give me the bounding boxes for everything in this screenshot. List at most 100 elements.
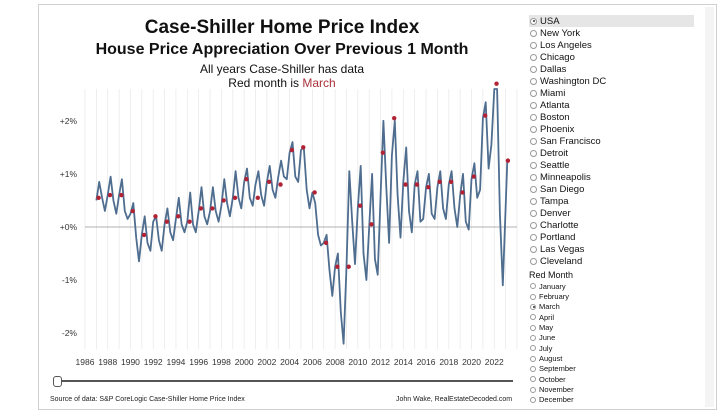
date-range-slider-handle[interactable] [53,376,62,387]
radio-icon[interactable] [530,209,537,217]
radio-icon[interactable] [530,365,536,372]
radio-icon[interactable] [530,197,537,205]
radio-icon[interactable] [530,324,536,331]
city-option-san-diego[interactable]: San Diego [529,183,694,195]
radio-icon[interactable] [530,149,537,157]
date-range-slider-track[interactable] [55,380,513,382]
radio-icon[interactable] [530,386,536,393]
city-option-denver[interactable]: Denver [529,207,694,219]
march-marker [448,179,454,185]
radio-icon[interactable] [530,233,537,241]
march-marker [107,192,113,198]
month-option-february[interactable]: February [529,291,694,301]
city-option-portland[interactable]: Portland [529,231,694,243]
radio-icon[interactable] [530,41,537,49]
city-option-chicago[interactable]: Chicago [529,51,694,63]
march-marker [198,206,204,211]
month-option-may[interactable]: May [529,322,694,332]
march-marker [176,214,181,219]
month-option-july[interactable]: July [529,343,694,353]
month-option-march[interactable]: March [529,302,694,312]
radio-icon[interactable] [530,221,537,229]
city-option-new-york[interactable]: New York [529,27,694,39]
city-option-phoenix[interactable]: Phoenix [529,123,694,135]
radio-icon[interactable] [530,376,536,383]
x-tick-label: 2018 [439,357,458,367]
radio-icon[interactable] [530,77,537,85]
scrollbar[interactable] [705,7,714,407]
march-marker [130,208,135,214]
city-option-usa[interactable]: USA [529,15,694,27]
y-tick-label: -1% [62,275,78,285]
radio-icon[interactable] [530,345,536,352]
city-option-tampa[interactable]: Tampa [529,195,694,207]
city-option-label: Charlotte [540,219,579,231]
x-tick-label: 2000 [235,357,254,367]
city-option-label: Minneapolis [540,171,591,183]
city-option-cleveland[interactable]: Cleveland [529,255,694,267]
city-option-label: USA [540,15,560,27]
dashboard-frame: 1986 1988 1990 1992 1994 1996 1998 2000 2002 2004… [38,4,717,410]
x-tick-label: 1990 [121,357,140,367]
march-marker [164,219,170,224]
city-option-label: Boston [540,111,570,123]
radio-icon[interactable] [530,89,537,97]
radio-icon[interactable] [530,293,536,300]
radio-icon[interactable] [530,53,537,61]
city-option-label: Los Angeles [540,39,592,51]
radio-icon[interactable] [530,283,536,290]
month-option-label: April [539,312,555,322]
month-option-april[interactable]: April [529,312,694,322]
x-tick-label: 1996 [189,357,208,367]
month-option-december[interactable]: December [529,395,694,405]
city-option-washington-dc[interactable]: Washington DC [529,75,694,87]
radio-icon[interactable] [530,17,537,25]
y-tick-label: +2% [60,116,78,126]
city-radio-list: USA New York Los Angeles Chicago Dallas Washi… [529,15,694,267]
city-option-las-vegas[interactable]: Las Vegas [529,243,694,255]
radio-icon[interactable] [530,314,536,321]
month-option-june[interactable]: June [529,333,694,343]
radio-icon[interactable] [530,396,536,403]
radio-icon[interactable] [530,29,537,37]
axes: 1986 1988 1990 1992 1994 1996 1998 2000 2002 2004… [60,116,517,367]
month-option-october[interactable]: October [529,374,694,384]
month-option-label: May [539,323,554,333]
march-marker [153,214,158,219]
x-tick-label: 2016 [417,357,436,367]
city-option-seattle[interactable]: Seattle [529,159,694,171]
radio-icon[interactable] [530,245,537,253]
month-option-january[interactable]: January [529,281,694,291]
city-option-san-francisco[interactable]: San Francisco [529,135,694,147]
city-option-charlotte[interactable]: Charlotte [529,219,694,231]
radio-icon[interactable] [530,334,536,341]
radio-icon[interactable] [530,137,537,145]
radio-icon[interactable] [530,173,537,181]
chart-titles: Case-Shiller Home Price Index House Pric… [39,17,525,90]
radio-icon[interactable] [530,257,537,265]
month-option-november[interactable]: November [529,384,694,394]
radio-icon[interactable] [530,161,537,169]
city-option-detroit[interactable]: Detroit [529,147,694,159]
note-red-month-name: March [302,76,336,90]
city-option-los-angeles[interactable]: Los Angeles [529,39,694,51]
city-option-label: San Francisco [540,135,601,147]
month-option-august[interactable]: August [529,353,694,363]
radio-icon[interactable] [530,185,537,193]
city-option-minneapolis[interactable]: Minneapolis [529,171,694,183]
radio-icon[interactable] [530,303,536,310]
month-option-label: November [539,385,574,395]
radio-icon[interactable] [530,125,537,133]
city-option-boston[interactable]: Boston [529,111,694,123]
city-option-dallas[interactable]: Dallas [529,63,694,75]
series-line [95,88,509,345]
radio-icon[interactable] [530,101,537,109]
city-option-label: Cleveland [540,255,583,267]
city-option-atlanta[interactable]: Atlanta [529,99,694,111]
radio-icon[interactable] [530,355,536,362]
month-option-september[interactable]: September [529,364,694,374]
city-option-miami[interactable]: Miami [529,87,694,99]
march-marker [369,222,374,227]
radio-icon[interactable] [530,65,537,73]
radio-icon[interactable] [530,113,537,121]
